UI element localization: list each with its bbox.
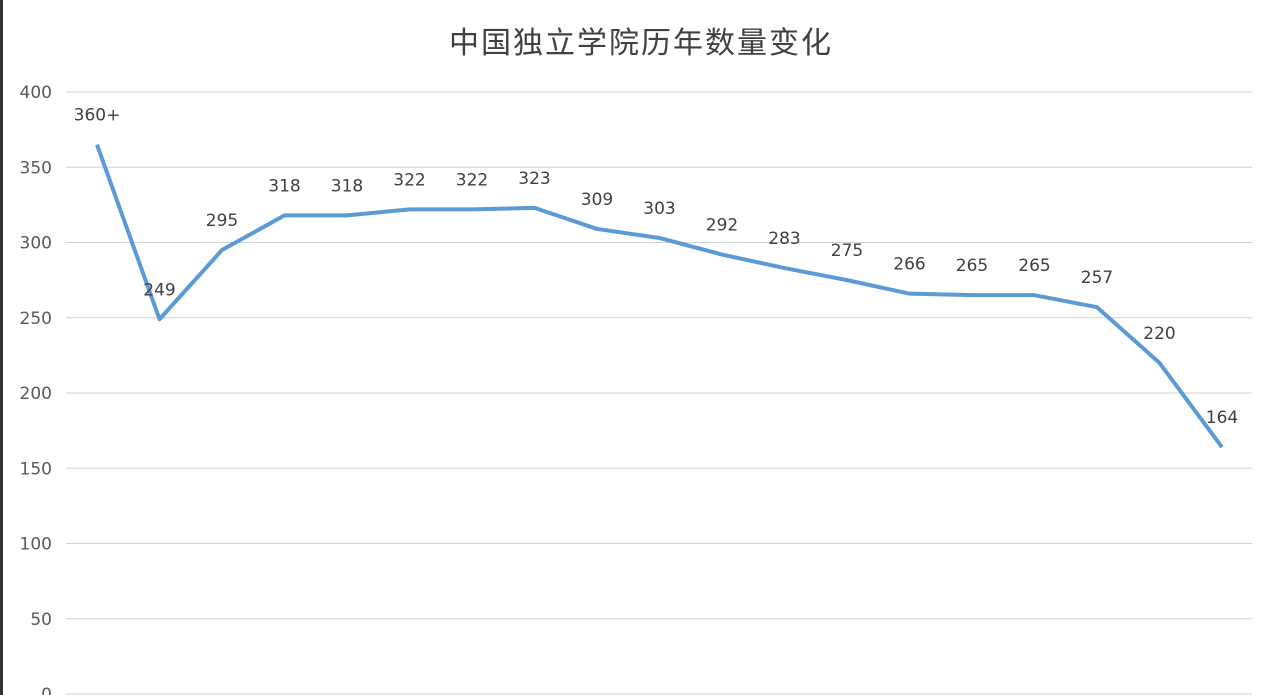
y-tick-label: 200 — [20, 384, 52, 404]
data-label: 360+ — [74, 106, 121, 126]
data-label: 275 — [831, 241, 863, 261]
data-label: 309 — [581, 190, 613, 210]
chart-title: 中国独立学院历年数量变化 — [449, 26, 833, 61]
y-tick-label: 250 — [20, 309, 52, 329]
data-label: 265 — [1018, 256, 1050, 276]
data-label: 322 — [393, 170, 425, 190]
y-tick-label: 350 — [20, 158, 52, 178]
data-label: 164 — [1206, 408, 1238, 428]
data-label: 257 — [1081, 268, 1113, 288]
data-label: 295 — [206, 211, 238, 231]
y-tick-label: 0 — [41, 685, 52, 695]
data-label: 318 — [268, 176, 300, 196]
y-tick-label: 300 — [20, 234, 52, 254]
y-tick-label: 100 — [20, 535, 52, 555]
y-tick-label: 50 — [30, 610, 52, 630]
y-tick-label: 150 — [20, 459, 52, 479]
series-line — [95, 144, 1224, 449]
data-label: 303 — [643, 199, 675, 219]
data-label: 249 — [143, 280, 175, 300]
y-tick-label: 400 — [20, 83, 52, 103]
data-label: 220 — [1143, 324, 1175, 344]
left-border — [0, 0, 3, 695]
data-label: 323 — [518, 169, 550, 189]
data-label: 318 — [331, 176, 363, 196]
data-label: 266 — [893, 255, 925, 275]
data-label: 283 — [768, 229, 800, 249]
data-label: 265 — [956, 256, 988, 276]
data-label: 292 — [706, 216, 738, 236]
data-label: 322 — [456, 170, 488, 190]
